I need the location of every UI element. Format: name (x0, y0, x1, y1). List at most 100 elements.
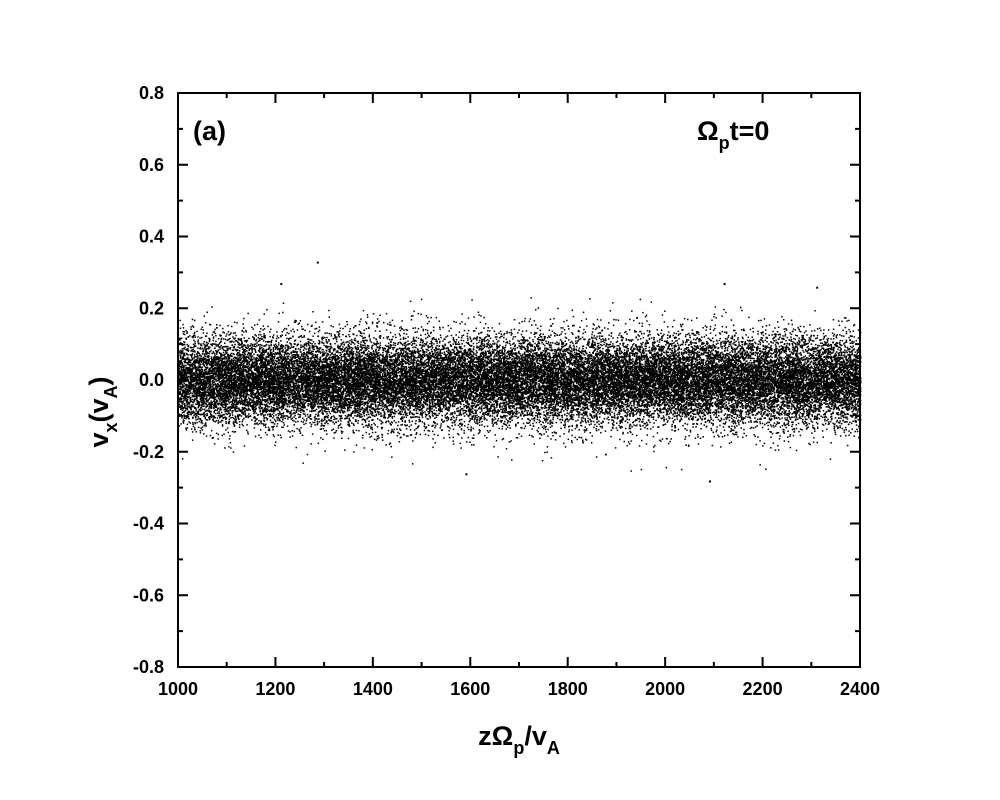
scatter-point (327, 354, 330, 356)
scatter-point (496, 341, 499, 343)
scatter-point (505, 418, 508, 420)
scatter-point (419, 393, 421, 395)
scatter-point (793, 408, 796, 410)
scatter-point (635, 330, 637, 333)
scatter-point (694, 395, 696, 398)
scatter-point (245, 347, 247, 349)
scatter-point (458, 414, 460, 416)
scatter-point (588, 339, 590, 341)
scatter-point (826, 358, 828, 361)
scatter-point (443, 338, 445, 340)
scatter-point (770, 374, 773, 376)
scatter-point (338, 377, 341, 379)
scatter-point (732, 432, 734, 435)
scatter-point (465, 395, 467, 398)
scatter-point (531, 364, 533, 366)
scatter-point (196, 330, 198, 333)
scatter-point (346, 387, 349, 389)
scatter-point (444, 416, 447, 419)
scatter-point (629, 355, 631, 358)
scatter-point (797, 422, 800, 425)
scatter-point (347, 345, 350, 347)
scatter-point (337, 409, 339, 412)
scatter-point (522, 366, 525, 368)
scatter-point (414, 339, 416, 342)
scatter-point (257, 340, 260, 342)
scatter-point (438, 320, 440, 322)
scatter-point (328, 389, 330, 391)
scatter-point (234, 343, 236, 346)
scatter-point (300, 334, 303, 337)
scatter-point (276, 375, 279, 378)
scatter-point (640, 345, 643, 347)
scatter-point (560, 418, 562, 421)
scatter-point (426, 403, 428, 405)
scatter-point (733, 429, 735, 432)
scatter-point (210, 365, 213, 367)
scatter-point (309, 339, 312, 341)
scatter-point (302, 413, 305, 415)
scatter-point (333, 418, 335, 421)
scatter-point (644, 426, 646, 429)
scatter-point (695, 405, 698, 407)
scatter-point (665, 401, 668, 403)
scatter-point (206, 389, 208, 391)
scatter-point (575, 355, 577, 357)
scatter-point (678, 387, 680, 389)
scatter-point (795, 409, 797, 412)
scatter-point (720, 403, 723, 405)
scatter-point (343, 373, 346, 375)
scatter-point (278, 350, 281, 352)
scatter-point (230, 332, 232, 334)
scatter-point (582, 311, 585, 314)
scatter-point (363, 415, 366, 417)
scatter-point (703, 336, 706, 338)
scatter-point (352, 347, 354, 349)
scatter-point (556, 348, 559, 350)
scatter-point (605, 405, 608, 407)
scatter-point (833, 355, 835, 357)
scatter-point (770, 402, 773, 404)
scatter-point (332, 415, 335, 417)
scatter-point (519, 377, 521, 380)
scatter-point (273, 418, 276, 421)
scatter-point (674, 349, 676, 351)
scatter-point (267, 401, 269, 404)
scatter-point (574, 370, 576, 372)
scatter-point (423, 425, 426, 427)
scatter-point (740, 395, 742, 398)
scatter-point (822, 436, 824, 438)
scatter-point (446, 412, 448, 414)
scatter-point (312, 311, 314, 313)
scatter-point (311, 356, 313, 358)
scatter-point (582, 439, 584, 441)
scatter-point (182, 367, 185, 369)
scatter-point (784, 414, 786, 416)
scatter-point (571, 381, 573, 384)
scatter-point (722, 369, 724, 371)
scatter-point (814, 374, 816, 376)
scatter-point (774, 375, 777, 378)
scatter-point (413, 416, 415, 418)
scatter-point (200, 328, 203, 330)
scatter-point (754, 414, 757, 417)
scatter-point (263, 395, 265, 398)
scatter-point (338, 368, 341, 371)
scatter-point (405, 403, 407, 406)
scatter-point (813, 359, 815, 362)
scatter-point (774, 351, 777, 353)
scatter-point (618, 349, 621, 351)
scatter-point (783, 387, 786, 389)
scatter-point (580, 391, 582, 394)
scatter-point (811, 421, 814, 423)
scatter-point (328, 369, 330, 371)
scatter-point (768, 334, 770, 336)
scatter-point (528, 395, 531, 397)
scatter-point (428, 368, 430, 371)
scatter-point (272, 434, 275, 436)
scatter-point (311, 363, 314, 365)
scatter-point (765, 408, 767, 411)
scatter-point (778, 411, 780, 413)
scatter-point (724, 344, 727, 346)
scatter-point (512, 370, 514, 372)
